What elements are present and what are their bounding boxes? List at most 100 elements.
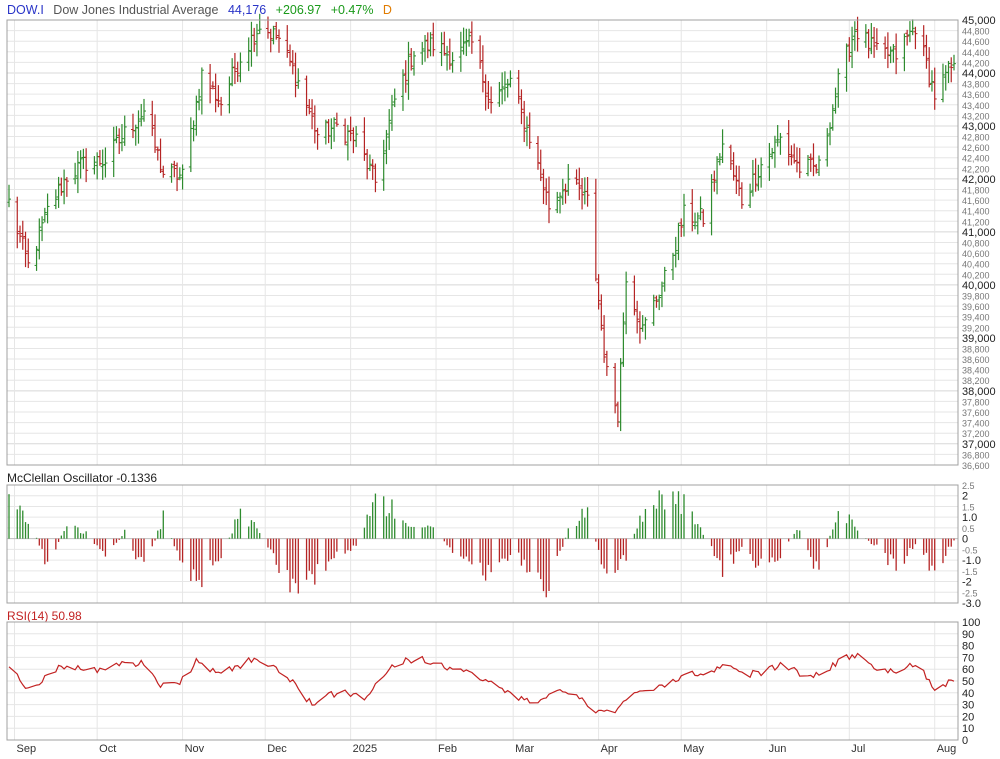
ohlc-bar — [249, 21, 254, 67]
ohlc-bar — [158, 138, 163, 173]
ohlc-bar — [73, 162, 78, 185]
ohlc-bar — [425, 32, 430, 59]
time-axis-label: Aug — [937, 743, 957, 755]
price-axis-tick-label: 43,200 — [962, 111, 990, 121]
rsi-axis-tick-label: 20 — [962, 711, 974, 723]
ohlc-bar — [869, 23, 874, 55]
ohlc-bar — [177, 167, 182, 181]
ohlc-bar — [296, 68, 301, 89]
ohlc-bar — [53, 189, 58, 210]
ohlc-bar — [905, 29, 910, 46]
ohlc-bar — [657, 294, 662, 311]
price-axis-tick-label: 44,200 — [962, 58, 990, 68]
price-axis-tick-label: 37,600 — [962, 408, 990, 418]
ohlc-bar — [18, 225, 23, 243]
ohlc-bar — [805, 155, 810, 177]
ohlc-bar — [312, 105, 317, 144]
ohlc-bar — [555, 191, 560, 214]
rsi-line — [8, 652, 955, 714]
ohlc-bar — [461, 27, 466, 55]
ohlc-bar — [767, 142, 772, 181]
price-axis-tick-label: 45,000 — [962, 15, 996, 27]
price-axis-tick-label: 40,000 — [962, 280, 996, 292]
ohlc-bar — [213, 73, 218, 113]
price-axis-tick-label: 39,000 — [962, 333, 996, 345]
ohlc-bar — [161, 165, 166, 178]
ohlc-bar — [257, 13, 262, 35]
ohlc-bar — [155, 146, 160, 161]
ohlc-bar — [277, 29, 281, 53]
period-selector[interactable]: D — [382, 3, 392, 17]
ohlc-bar — [290, 50, 295, 75]
ohlc-bar — [946, 60, 951, 84]
ohlc-bar — [786, 120, 791, 166]
rsi-panel-label: RSI(14) 50.98 — [7, 609, 82, 623]
ohlc-bar — [373, 163, 378, 193]
price-axis-tick-label: 43,600 — [962, 90, 990, 100]
ohlc-bar — [381, 139, 386, 191]
price-panel-border — [6, 19, 959, 466]
time-axis-label: Feb — [438, 743, 457, 755]
ohlc-bar — [310, 99, 315, 130]
ohlc-bar — [863, 24, 868, 48]
osc-axis-tick-label: -1.5 — [962, 567, 978, 577]
price-axis-tick-label: 37,400 — [962, 419, 990, 429]
ohlc-bar — [563, 183, 568, 204]
ohlc-bar — [20, 220, 25, 250]
osc-axis-tick-label: -2.5 — [962, 588, 978, 598]
ohlc-bar — [412, 51, 416, 76]
ohlc-bar — [775, 125, 780, 147]
ohlc-bar — [524, 116, 529, 147]
ohlc-bar — [604, 350, 609, 376]
price-axis-tick-label: 41,000 — [962, 227, 996, 239]
ohlc-bar — [701, 209, 706, 227]
ohlc-bar — [756, 164, 761, 191]
price-axis-tick-label: 39,400 — [962, 313, 990, 323]
price-axis-tick-label: 41,800 — [962, 186, 990, 196]
ohlc-bar — [844, 43, 849, 92]
symbol-label[interactable]: DOW.I — [7, 3, 44, 17]
ohlc-bar — [122, 115, 127, 146]
osc-panel-border — [6, 484, 959, 604]
ohlc-bar — [97, 150, 102, 166]
ohlc-bar — [538, 149, 543, 182]
price-axis-tick-label: 39,200 — [962, 323, 990, 333]
ohlc-bar — [952, 54, 956, 71]
price-axis-tick-label: 37,800 — [962, 397, 990, 407]
price-axis-tick-label: 44,000 — [962, 68, 996, 80]
price-axis-tick-label: 38,200 — [962, 376, 990, 386]
ohlc-bar — [323, 119, 328, 145]
rsi-axis-tick-label: 80 — [962, 641, 974, 653]
price-axis-tick-label: 42,600 — [962, 143, 990, 153]
ohlc-bar — [913, 26, 918, 50]
ohlc-bar — [75, 151, 80, 194]
ohlc-bar — [872, 26, 877, 58]
ohlc-bar — [423, 34, 428, 62]
ohlc-bar — [737, 165, 742, 197]
ohlc-bar — [943, 65, 948, 91]
price-axis-tick-label: 37,000 — [962, 439, 996, 451]
ohlc-bar — [332, 117, 337, 142]
ohlc-bar — [748, 183, 753, 208]
ohlc-bar — [519, 89, 524, 125]
time-axis-label: Jul — [851, 743, 865, 755]
ohlc-bar — [78, 150, 83, 179]
ohlc-bar — [670, 252, 675, 281]
ohlc-bar — [387, 109, 392, 151]
ohlc-bar — [505, 78, 510, 98]
osc-axis-tick-label: 2 — [962, 491, 968, 503]
ohlc-bar — [329, 118, 334, 150]
time-axis-label: Dec — [267, 743, 287, 755]
ohlc-bar — [640, 315, 645, 332]
ohlc-bar — [15, 196, 20, 249]
ohlc-bar — [535, 136, 540, 170]
ohlc-bar — [682, 193, 686, 237]
ohlc-bar — [599, 294, 604, 331]
ohlc-bar — [23, 231, 28, 268]
ohlc-bar — [547, 176, 551, 224]
ohlc-bar — [836, 68, 841, 108]
ohlc-bar — [850, 26, 855, 69]
ohlc-bar — [406, 41, 411, 100]
ohlc-bar — [797, 147, 802, 179]
